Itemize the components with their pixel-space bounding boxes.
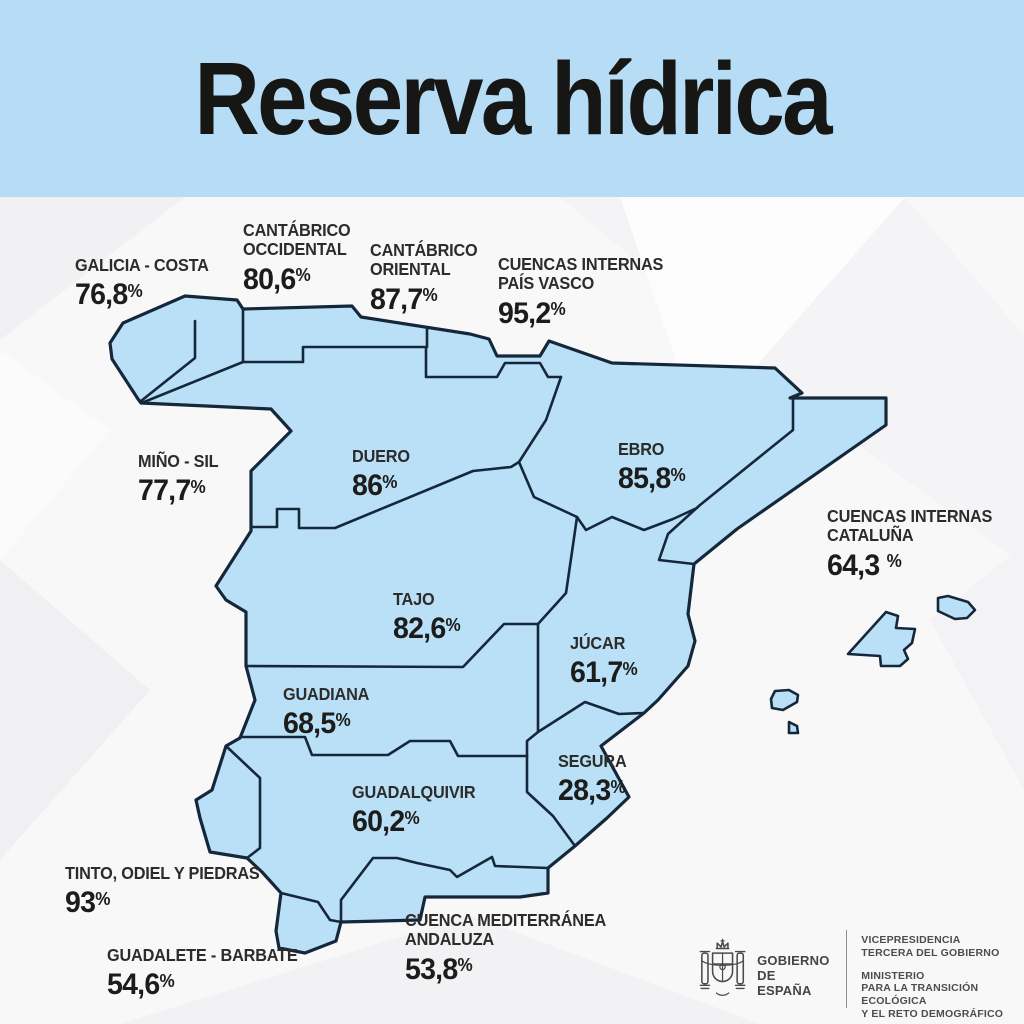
ministry-line: MINISTERIO (861, 969, 925, 982)
bg-polygon (0, 350, 110, 560)
border-segura-guadalquivir (525, 754, 577, 848)
ministry-line: PARA LA TRANSICIÓN ECOLÓGICA (861, 982, 979, 1008)
island-menorca (936, 594, 977, 621)
border-guadiana-guadalquivir (238, 735, 529, 758)
border-guadalete (279, 891, 343, 924)
gobierno-line2: DE ESPAÑA (757, 967, 812, 998)
border-galicia-mino (139, 319, 197, 403)
border-cataluna-inner (657, 396, 795, 566)
dept-line: VICEPRESIDENCIA (861, 934, 961, 946)
gobierno-text: GOBIERNO DE ESPAÑA (757, 953, 830, 999)
border-ebro-west (517, 375, 699, 532)
title-banner: Reserva hídrica (0, 0, 1024, 197)
border-cantabrico-duero (241, 345, 563, 379)
footer-divider (845, 930, 848, 1008)
spain-peninsula-shape (108, 294, 888, 955)
island-formentera (787, 720, 800, 735)
border-tajo-jucar (536, 515, 579, 626)
bg-polygon (120, 915, 760, 1024)
border-mediterranea-top (339, 855, 550, 924)
ministry-text: VICEPRESIDENCIA TERCERA DEL GOBIERNO MIN… (861, 934, 1024, 1024)
border-jucar-segura (536, 700, 646, 734)
border-jucar-west (525, 622, 540, 758)
island-ibiza (769, 688, 800, 712)
island-mallorca (846, 610, 917, 668)
bg-polygon (0, 560, 150, 860)
government-footer: GOBIERNO DE ESPAÑA VICEPRESIDENCIA TERCE… (698, 928, 1024, 1024)
dept-line: TERCERA DEL GOBIERNO (861, 946, 1000, 959)
spain-coat-of-arms-icon (699, 938, 746, 996)
border-tinto (224, 744, 262, 860)
gobierno-line1: GOBIERNO (757, 953, 830, 968)
bg-polygon (0, 197, 185, 340)
ministry-line: Y EL RETO DEMOGRÁFICO (861, 1007, 1004, 1020)
border-duero-tajo (249, 460, 521, 530)
page-title: Reserva hídrica (194, 40, 832, 156)
border-tajo-guadiana (244, 622, 540, 669)
